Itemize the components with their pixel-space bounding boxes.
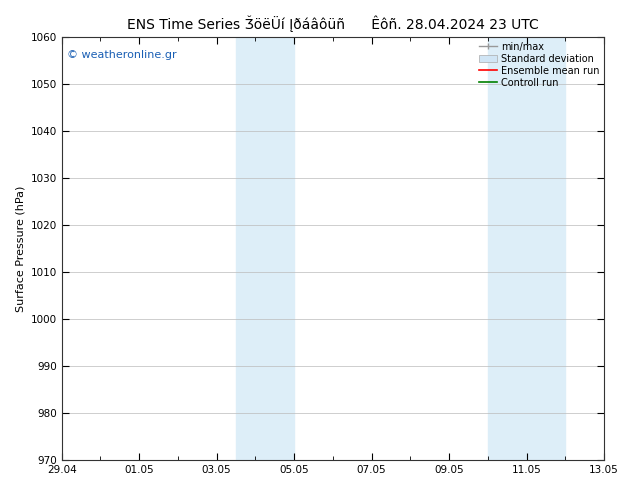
Bar xyxy=(488,37,566,460)
Y-axis label: Surface Pressure (hPa): Surface Pressure (hPa) xyxy=(15,185,25,312)
Text: © weatheronline.gr: © weatheronline.gr xyxy=(67,49,177,59)
Legend: min/max, Standard deviation, Ensemble mean run, Controll run: min/max, Standard deviation, Ensemble me… xyxy=(479,42,599,88)
Title: ENS Time Series ǮöëÜí Įðáâôüñ      Êôñ. 28.04.2024 23 UTC: ENS Time Series ǮöëÜí Įðáâôüñ Êôñ. 28.04… xyxy=(127,15,539,31)
Bar xyxy=(236,37,294,460)
